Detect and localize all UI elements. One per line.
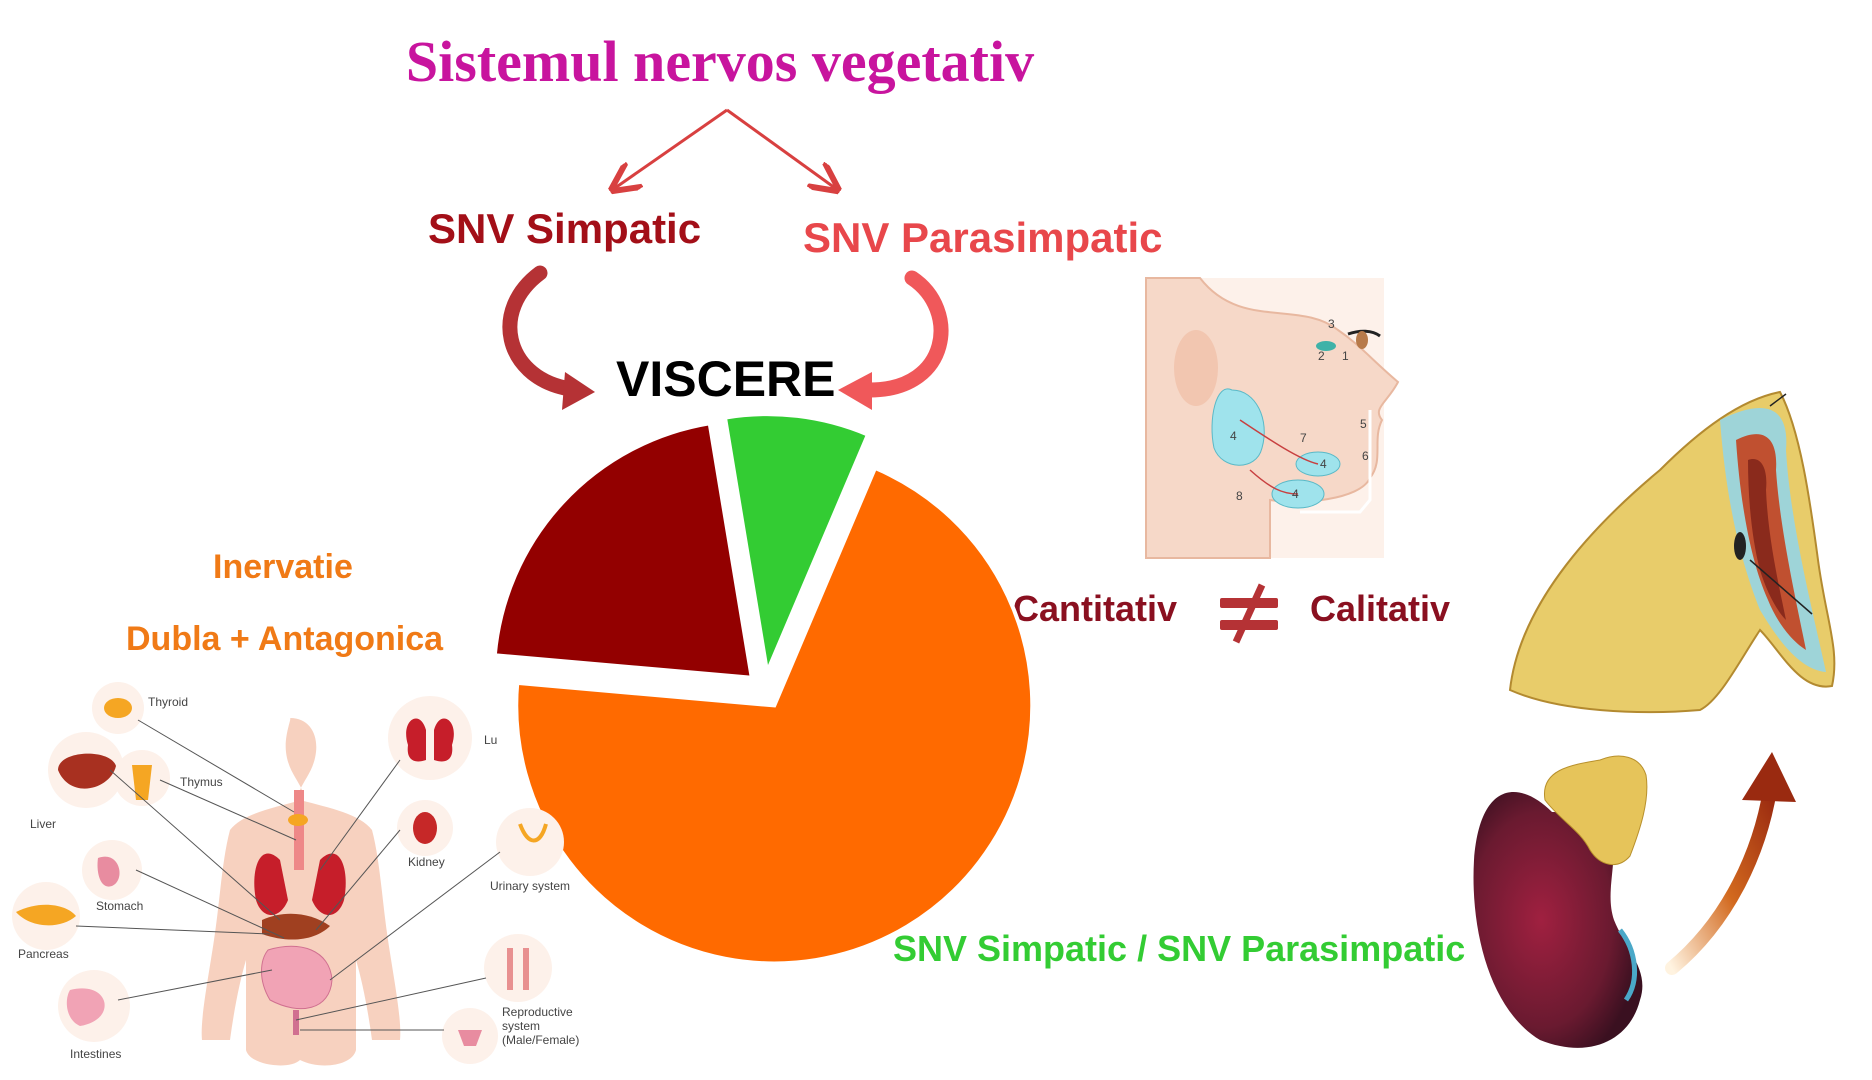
inervatie-label: Inervatie <box>213 548 353 586</box>
not-equal-icon <box>1220 583 1278 644</box>
organ-label-pancreas: Pancreas <box>18 947 69 961</box>
page-title: Sistemul nervos vegetativ <box>405 29 1035 94</box>
curved-up-arrow-icon <box>1665 752 1796 975</box>
head-label-4a: 4 <box>1230 429 1237 443</box>
organ-label-liver: Liver <box>30 817 56 831</box>
cantitativ-label: Cantitativ <box>1013 588 1178 629</box>
head-label-7: 7 <box>1300 431 1307 445</box>
head-label-2: 2 <box>1318 349 1325 363</box>
organ-label-kidney: Kidney <box>408 855 445 869</box>
kidney-with-adrenal-illustration <box>1473 755 1648 1048</box>
human-organs-infographic: Thyroid Lu Thymus Liver Kidney Stomach U… <box>12 682 579 1066</box>
snv-simpatic-label: SNV Simpatic <box>428 205 702 252</box>
organ-label-male-female: (Male/Female) <box>502 1033 579 1047</box>
organ-label-stomach: Stomach <box>96 899 143 913</box>
branch-arrows <box>615 108 835 188</box>
head-label-4c: 4 <box>1292 487 1299 501</box>
head-label-6: 6 <box>1362 449 1369 463</box>
pie-slice-dark-red <box>492 420 755 680</box>
curved-arrow-left <box>502 265 595 410</box>
organ-label-intestines: Intestines <box>70 1047 121 1061</box>
calitativ-label: Calitativ <box>1310 588 1451 629</box>
viscere-label: VISCERE <box>616 351 836 407</box>
adrenal-gland-illustration <box>1508 390 1836 714</box>
curved-arrow-right <box>838 270 949 410</box>
head-label-4b: 4 <box>1320 457 1327 471</box>
organ-label-urinary-system: Urinary system <box>490 879 570 893</box>
organ-label-reproductive: Reproductive <box>502 1005 573 1019</box>
snv-simpatic-parasimpatic-caption: SNV Simpatic / SNV Parasimpatic <box>893 928 1466 969</box>
organ-label-thyroid: Thyroid <box>148 695 188 709</box>
pie-chart <box>492 412 1035 966</box>
organ-label-system: system <box>502 1019 540 1033</box>
snv-parasimpatic-label: SNV Parasimpatic <box>803 214 1163 261</box>
dubla-antagonica-label: Dubla + Antagonica <box>126 620 444 658</box>
head-label-8: 8 <box>1236 489 1243 503</box>
head-label-5: 5 <box>1360 417 1367 431</box>
pie-slice-green <box>722 412 871 680</box>
head-label-1: 1 <box>1342 349 1349 363</box>
organ-label-lu: Lu <box>484 733 497 747</box>
head-label-3: 3 <box>1328 317 1335 331</box>
organ-label-thymus: Thymus <box>180 775 223 789</box>
head-salivary-illustration: 3 2 1 5 4 7 4 6 8 4 <box>1145 277 1400 559</box>
